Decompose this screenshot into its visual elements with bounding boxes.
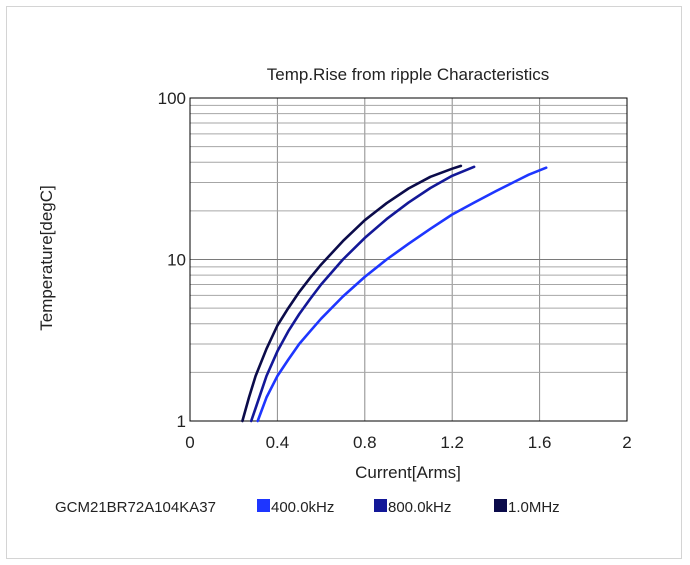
legend-label: 800.0kHz	[388, 499, 451, 516]
grid	[190, 98, 627, 421]
x-tick-label: 0	[185, 433, 194, 452]
legend-swatch	[374, 499, 387, 512]
legend: GCM21BR72A104KA37 400.0kHz 800.0kHz 1.0MHz	[55, 499, 560, 516]
legend-items: 400.0kHz 800.0kHz 1.0MHz	[257, 499, 560, 516]
x-tick-label: 0.4	[266, 433, 290, 452]
plot-border	[189, 97, 628, 422]
x-tick-label: 2	[622, 433, 631, 452]
y-tick-labels: 1 10 100	[158, 89, 186, 431]
y-tick-label: 10	[167, 251, 186, 270]
chart-title: Temp.Rise from ripple Characteristics	[267, 65, 549, 84]
x-tick-label: 0.8	[353, 433, 377, 452]
series-layer	[241, 164, 548, 423]
y-axis-label: Temperature[degC]	[37, 185, 56, 331]
series-line-400.0kHz	[256, 166, 548, 423]
series-line-1.0MHz	[241, 164, 463, 423]
legend-label: 400.0kHz	[271, 499, 334, 516]
x-axis-label: Current[Arms]	[355, 463, 461, 482]
legend-swatch	[494, 499, 507, 512]
legend-label: 1.0MHz	[508, 499, 560, 516]
legend-swatch	[257, 499, 270, 512]
x-tick-labels: 0 0.4 0.8 1.2 1.6 2	[185, 433, 631, 452]
x-tick-label: 1.2	[440, 433, 464, 452]
x-tick-label: 1.6	[528, 433, 552, 452]
legend-part-number: GCM21BR72A104KA37	[55, 499, 216, 516]
y-tick-label: 1	[177, 412, 186, 431]
y-tick-label: 100	[158, 89, 186, 108]
series-line-800.0kHz	[249, 165, 476, 423]
